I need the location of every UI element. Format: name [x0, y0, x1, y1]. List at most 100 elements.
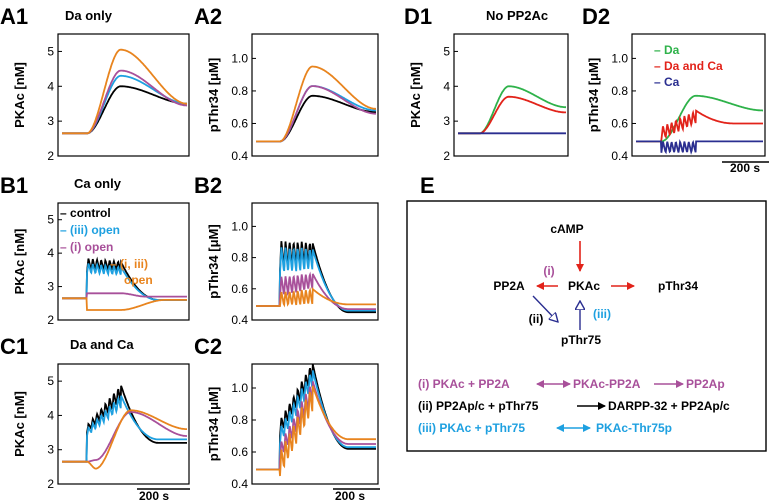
ytick-label-b1: 5: [47, 213, 54, 227]
plot-frame-d1: [453, 33, 569, 157]
series-a1--i-iii-open: [62, 48, 187, 135]
ylabel-a1: PKAc [nM]: [12, 62, 27, 128]
panel-label-c1: C1: [0, 334, 28, 359]
ytick-label-c1: 3: [47, 443, 54, 457]
edge-label-iii: (iii): [593, 307, 611, 321]
legend-d2-da: – Da: [654, 43, 680, 57]
ylabel-c1: PKAc [nM]: [12, 391, 27, 457]
title-b1: Ca only: [74, 176, 122, 191]
chart-b2: 0.4 0.6 0.8 1.0 pThr34 [μM]: [206, 202, 379, 327]
series-a1--iii-open: [62, 74, 187, 135]
ytick-label-d2: 0.4: [611, 149, 628, 163]
title-a1: Da only: [65, 8, 113, 23]
ytick-label-a2: 0.4: [231, 149, 248, 163]
ytick-label-d1: 5: [443, 44, 450, 58]
reaction-iii-rhs: PKAc-Thr75p: [596, 421, 672, 435]
legend-b1-iii: – (iii) open: [60, 223, 120, 237]
ytick-label-b2: 0.4: [231, 313, 248, 327]
ytick-label-b2: 1.0: [231, 219, 248, 233]
edge-label-ii: (ii): [529, 312, 544, 326]
ytick-label-d1: 3: [443, 114, 450, 128]
plot-frame-a1: [57, 33, 190, 157]
ytick-label-d2: 0.8: [611, 84, 628, 98]
series-c1--i-iii-open: [62, 409, 187, 470]
ytick-label-c1: 2: [47, 477, 54, 491]
series-b2--i-iii-open: [256, 286, 376, 308]
reaction-ii-rhs: DARPP-32 + PP2Ap/c: [608, 399, 730, 413]
ytick-label-b2: 0.6: [231, 282, 248, 296]
title-d1: No PP2Ac: [486, 8, 548, 23]
ytick-label-a2: 0.8: [231, 84, 248, 98]
plot-frame-a2: [251, 33, 379, 157]
ylabel-d1: PKAc [nM]: [408, 62, 423, 128]
ytick-label-d2: 1.0: [611, 51, 628, 65]
series-a1--i-open: [62, 69, 187, 135]
ytick-label-c2: 0.8: [231, 413, 248, 427]
reaction-i-mid: PKAc-PP2A: [573, 377, 641, 391]
scalebar-d2: 200 s: [722, 161, 769, 175]
ytick-label-d1: 4: [443, 79, 450, 93]
ytick-label-b1: 3: [47, 280, 54, 294]
svg-text:200 s: 200 s: [335, 489, 365, 501]
panel-label-b2: B2: [194, 173, 222, 198]
plot-frame-b1: [57, 202, 190, 321]
legend-d2-daca: – Da and Ca: [654, 59, 723, 73]
node-pp2a: PP2A: [493, 279, 525, 293]
ytick-label-c2: 0.6: [231, 445, 248, 459]
series-d2-ca: [636, 138, 763, 155]
series-a2-control: [256, 94, 376, 143]
diagram-e: cAMP PKAc PP2A pThr34 pThr75 (i) (ii) (i…: [406, 200, 767, 452]
ytick-label-c2: 1.0: [231, 381, 248, 395]
ytick-label-b2: 0.8: [231, 251, 248, 265]
chart-c1: 2 3 4 5 PKAc [nM]: [12, 363, 190, 491]
panel-label-b1: B1: [0, 173, 28, 198]
node-pthr34: pThr34: [658, 279, 698, 293]
svg-text:200 s: 200 s: [139, 489, 169, 501]
panel-label-e: E: [420, 173, 435, 198]
title-c1: Da and Ca: [70, 337, 134, 352]
series-b1--i-iii-open: [62, 297, 187, 311]
reaction-i-rhs: PP2Ap: [686, 377, 725, 391]
ytick-label-a2: 0.6: [231, 116, 248, 130]
ytick-label-a1: 4: [47, 79, 54, 93]
chart-c2: 0.4 0.6 0.8 1.0 pThr34 [μM]: [206, 363, 379, 491]
plot-frame-c1: [57, 363, 190, 485]
scalebar-c2: 200 s: [333, 488, 380, 501]
reaction-ii-lhs: (ii) PP2Ap/c + pThr75: [418, 399, 539, 413]
series-b2-control: [256, 241, 376, 314]
legend-b1-open: open: [124, 273, 153, 287]
ylabel-c2: pThr34 [μM]: [206, 387, 221, 461]
ylabel-b2: pThr34 [μM]: [206, 224, 221, 298]
arrow-pp2a-pthr75: [532, 295, 558, 322]
chart-a1: 2 3 4 5 PKAc [nM]: [12, 33, 190, 163]
ytick-label-b1: 4: [47, 246, 54, 260]
series-a2--i-open: [256, 85, 376, 143]
plot-frame-b2: [251, 202, 379, 321]
panel-label-c2: C2: [194, 334, 222, 359]
scalebar-a1: 200 s: [137, 488, 190, 501]
series-a2--i-iii-open: [256, 65, 376, 143]
plot-frame-d2: [631, 33, 766, 157]
edge-label-i: (i): [543, 264, 554, 278]
panel-label-d2: D2: [582, 4, 610, 29]
series-c1--i-open: [62, 411, 187, 463]
ytick-label-c1: 4: [47, 408, 54, 422]
chart-a2: 0.4 0.6 0.8 1.0 pThr34 [μM]: [206, 33, 379, 163]
ytick-label-a1: 2: [47, 149, 54, 163]
ytick-label-a1: 5: [47, 44, 54, 58]
legend-b1-control: – control: [60, 206, 111, 220]
series-a2--iii-open: [256, 85, 377, 143]
panel-label-d1: D1: [404, 4, 432, 29]
ylabel-d2: pThr34 [μM]: [586, 58, 601, 132]
plot-frame-c2: [251, 363, 379, 485]
chart-d1: 2 3 4 5 PKAc [nM]: [408, 33, 569, 163]
ylabel-a2: pThr34 [μM]: [206, 58, 221, 132]
panel-label-a2: A2: [194, 4, 222, 29]
panel-label-a1: A1: [0, 4, 28, 29]
ytick-label-a1: 3: [47, 114, 54, 128]
node-camp: cAMP: [550, 222, 583, 236]
ytick-label-c2: 0.4: [231, 477, 248, 491]
legend-b1-i: – (i) open: [60, 240, 113, 254]
chart-d2: 0.4 0.6 0.8 1.0 pThr34 [μM]: [586, 33, 766, 163]
